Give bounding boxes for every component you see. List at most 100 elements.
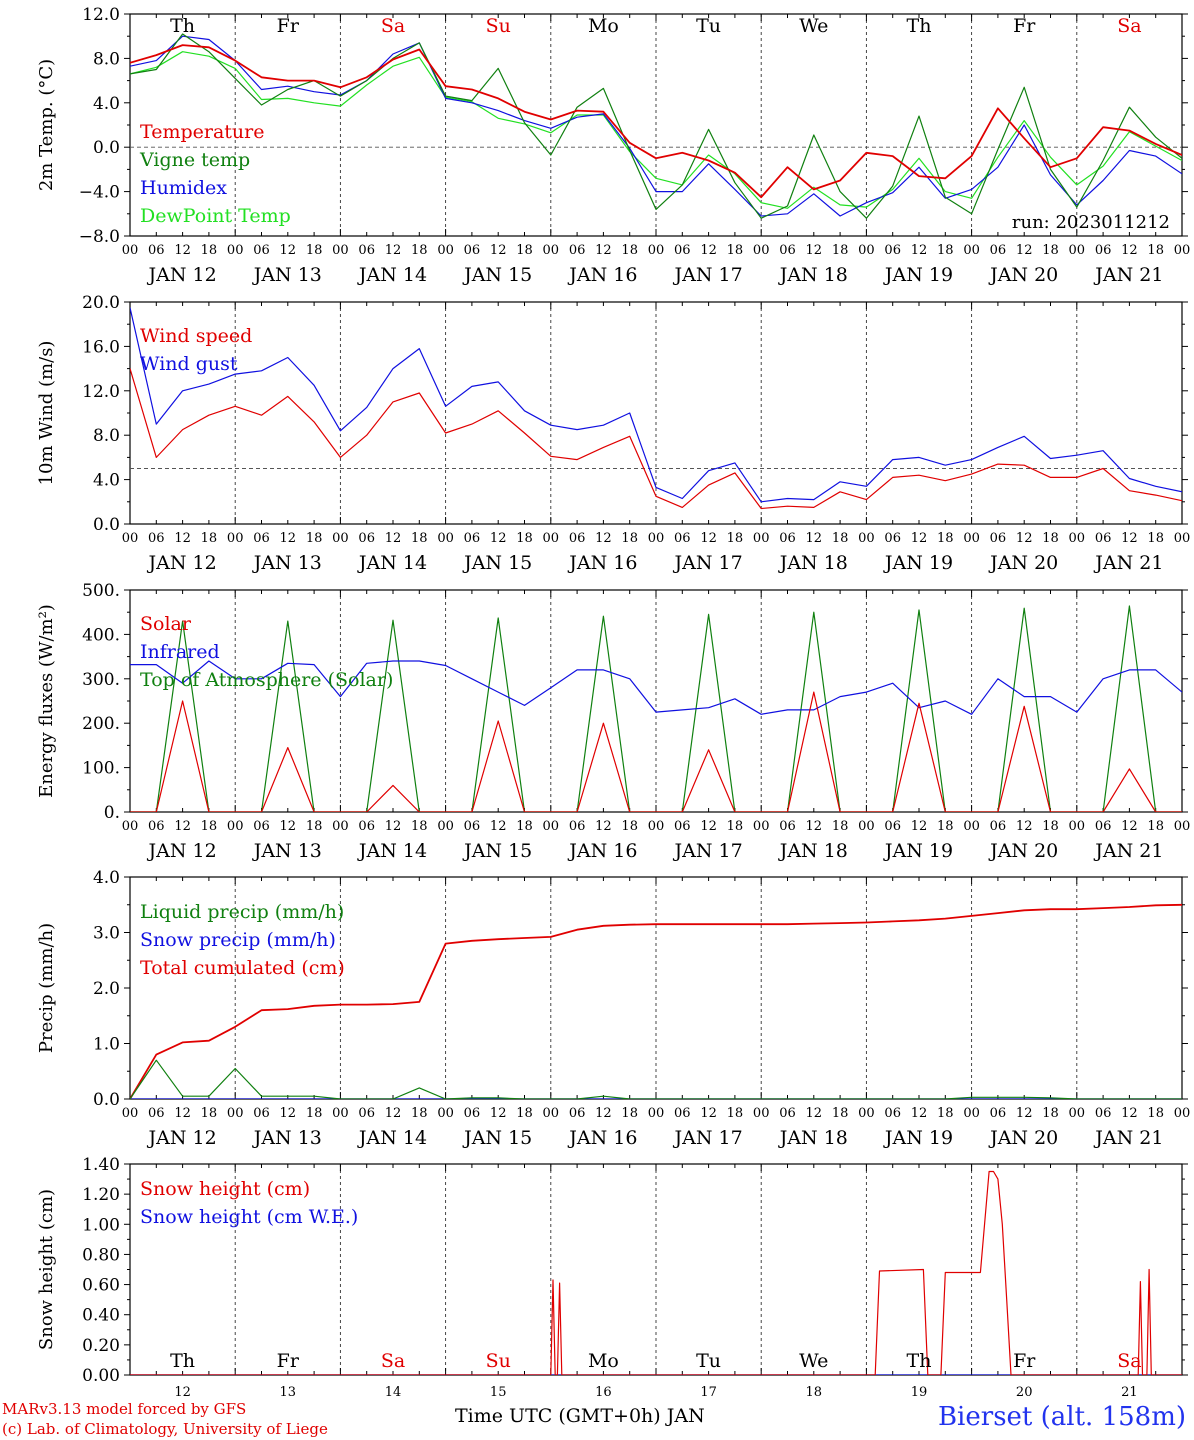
x-hour-label: 00 xyxy=(648,819,665,834)
x-hour-label: 00 xyxy=(227,531,244,546)
x-hour-label: 18 xyxy=(621,243,638,258)
legend-entry: Snow height (cm W.E.) xyxy=(140,1206,358,1228)
x-hour-label: 12 xyxy=(280,1106,297,1121)
x-day-number-label: 19 xyxy=(911,1385,928,1400)
x-hour-label: 12 xyxy=(280,531,297,546)
series-line xyxy=(130,605,1182,812)
day-of-week-label: We xyxy=(799,15,828,37)
x-date-label: JAN 19 xyxy=(883,552,953,574)
x-day-number-label: 16 xyxy=(595,1385,612,1400)
x-hour-label: 00 xyxy=(122,531,139,546)
series-line xyxy=(130,51,1182,209)
x-hour-label: 12 xyxy=(1121,243,1138,258)
x-hour-label: 18 xyxy=(727,1106,744,1121)
x-hour-label: 06 xyxy=(1095,531,1112,546)
x-hour-label: 12 xyxy=(385,819,402,834)
x-hour-label: 12 xyxy=(911,243,928,258)
series-line xyxy=(130,660,1182,715)
x-date-label: JAN 14 xyxy=(357,552,427,574)
x-day-number-label: 18 xyxy=(806,1385,823,1400)
x-hour-label: 12 xyxy=(490,531,507,546)
x-hour-label: 00 xyxy=(1069,243,1086,258)
meteogram-chart: 12.0 8.0 4.0 0.0 −4.0 −8.0 2m Temp. (°C) 00 06 12… xyxy=(36,5,1190,1400)
x-date-label: JAN 13 xyxy=(252,840,322,862)
y-tick-label: 300. xyxy=(82,670,120,690)
day-of-week-label: Sa xyxy=(381,15,405,37)
x-hour-label: 18 xyxy=(937,531,954,546)
y-tick-label: 3.0 xyxy=(93,924,120,944)
x-hour-label: 12 xyxy=(911,819,928,834)
x-date-label: JAN 19 xyxy=(883,264,953,286)
y-tick-label: 0.60 xyxy=(82,1276,120,1296)
day-of-week-label: Su xyxy=(486,1350,511,1372)
legend-entry: Vigne temp xyxy=(139,149,250,171)
x-hour-label: 06 xyxy=(990,819,1007,834)
x-hour-label: 00 xyxy=(753,1106,770,1121)
x-date-label: JAN 20 xyxy=(988,264,1058,286)
station-label: Bierset (alt. 158m) xyxy=(937,1402,1186,1432)
day-of-week-label: Su xyxy=(486,15,511,37)
x-hour-label: 06 xyxy=(253,1106,270,1121)
x-hour-label: 00 xyxy=(227,243,244,258)
x-hour-label: 12 xyxy=(490,243,507,258)
x-hour-label: 12 xyxy=(700,531,717,546)
y-tick-label: 0.0 xyxy=(93,1090,120,1110)
y-axis-label: Snow height (cm) xyxy=(36,1189,57,1350)
y-tick-label: 1.0 xyxy=(93,1035,120,1055)
x-hour-label: 12 xyxy=(280,819,297,834)
y-tick-label: 4.0 xyxy=(93,94,120,114)
panel-4 xyxy=(124,876,1188,1100)
x-hour-label: 06 xyxy=(990,1106,1007,1121)
x-hour-label: 12 xyxy=(595,819,612,834)
y-tick-label: 400. xyxy=(82,625,120,645)
x-hour-label: 18 xyxy=(201,819,218,834)
x-hour-label: 18 xyxy=(516,243,533,258)
x-date-label: JAN 16 xyxy=(567,840,637,862)
legend-entry: Wind gust xyxy=(140,353,238,375)
day-of-week-label: Fr xyxy=(1013,1350,1036,1372)
y-axis-label: Energy fluxes (W/m²) xyxy=(36,604,57,798)
x-hour-label: 06 xyxy=(990,531,1007,546)
y-tick-label: 1.20 xyxy=(82,1185,120,1205)
x-hour-label: 18 xyxy=(727,531,744,546)
x-date-label: JAN 17 xyxy=(673,552,743,574)
legend-entry: Snow height (cm) xyxy=(140,1178,310,1200)
x-date-label: JAN 13 xyxy=(252,1127,322,1149)
y-tick-label: 500. xyxy=(82,581,120,601)
x-date-label: JAN 19 xyxy=(883,1127,953,1149)
x-hour-label: 06 xyxy=(358,243,375,258)
series-line xyxy=(130,1170,1182,1375)
x-hour-label: 18 xyxy=(937,1106,954,1121)
x-hour-label: 12 xyxy=(911,1106,928,1121)
x-hour-label: 06 xyxy=(253,531,270,546)
y-tick-label: −8.0 xyxy=(79,227,120,247)
x-hour-label: 12 xyxy=(911,531,928,546)
y-tick-label: 12.0 xyxy=(82,5,120,25)
x-date-label: JAN 16 xyxy=(567,552,637,574)
x-hour-label: 06 xyxy=(884,819,901,834)
x-date-label: JAN 18 xyxy=(778,1127,848,1149)
x-hour-label: 18 xyxy=(937,819,954,834)
x-hour-label: 06 xyxy=(1095,819,1112,834)
x-date-label: JAN 19 xyxy=(883,840,953,862)
x-hour-label: 18 xyxy=(306,531,323,546)
x-hour-label: 00 xyxy=(122,1106,139,1121)
x-hour-label: 00 xyxy=(648,243,665,258)
x-hour-label: 00 xyxy=(858,1106,875,1121)
x-hour-label: 18 xyxy=(306,1106,323,1121)
x-hour-label: 18 xyxy=(727,243,744,258)
x-hour-label: 18 xyxy=(516,531,533,546)
y-tick-label: 0.0 xyxy=(93,515,120,535)
x-date-label: JAN 14 xyxy=(357,1127,427,1149)
x-day-number-label: 21 xyxy=(1121,1385,1138,1400)
x-hour-label: 12 xyxy=(174,1106,191,1121)
x-hour-label: 12 xyxy=(595,531,612,546)
x-hour-label: 06 xyxy=(884,531,901,546)
x-date-label: JAN 14 xyxy=(357,264,427,286)
series-line xyxy=(130,33,1182,219)
x-date-label: JAN 20 xyxy=(988,840,1058,862)
x-date-label: JAN 18 xyxy=(778,840,848,862)
y-tick-label: 12.0 xyxy=(82,382,120,402)
day-of-week-label: Th xyxy=(907,1350,932,1372)
x-hour-label: 12 xyxy=(174,243,191,258)
